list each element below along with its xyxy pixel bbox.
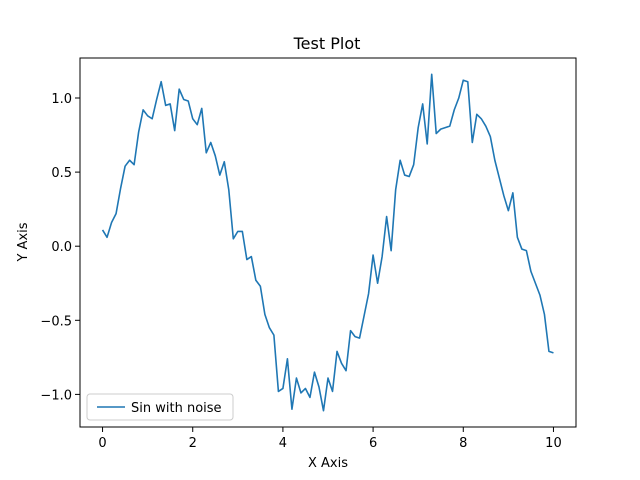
x-axis-ticks: 0 2 4 6 8 10 — [98, 427, 562, 451]
y-tick-label: 0.0 — [51, 240, 72, 255]
legend-series-label: Sin with noise — [131, 401, 222, 416]
x-tick-label: 4 — [279, 436, 287, 451]
x-tick-label: 10 — [545, 436, 562, 451]
x-tick-label: 0 — [98, 436, 106, 451]
y-axis-ticks: −1.0 −0.5 0.0 0.5 1.0 — [40, 92, 80, 403]
series-line-0 — [101, 73, 554, 412]
y-tick-label: 1.0 — [51, 92, 72, 107]
axes-frame — [79, 57, 577, 428]
x-axis-label: X Axis — [308, 456, 348, 471]
legend-box — [86, 393, 234, 421]
legend: Sin with noise — [86, 393, 234, 421]
x-tick-label: 6 — [369, 436, 377, 451]
y-tick-label: −1.0 — [40, 388, 72, 403]
plot-series — [101, 73, 554, 412]
y-axis-label: Y Axis — [16, 222, 31, 262]
x-tick-label: 8 — [459, 436, 467, 451]
y-tick-label: −0.5 — [40, 314, 72, 329]
chart-title: Test Plot — [293, 34, 361, 53]
y-tick-label: 0.5 — [51, 166, 72, 181]
x-tick-label: 2 — [189, 436, 197, 451]
